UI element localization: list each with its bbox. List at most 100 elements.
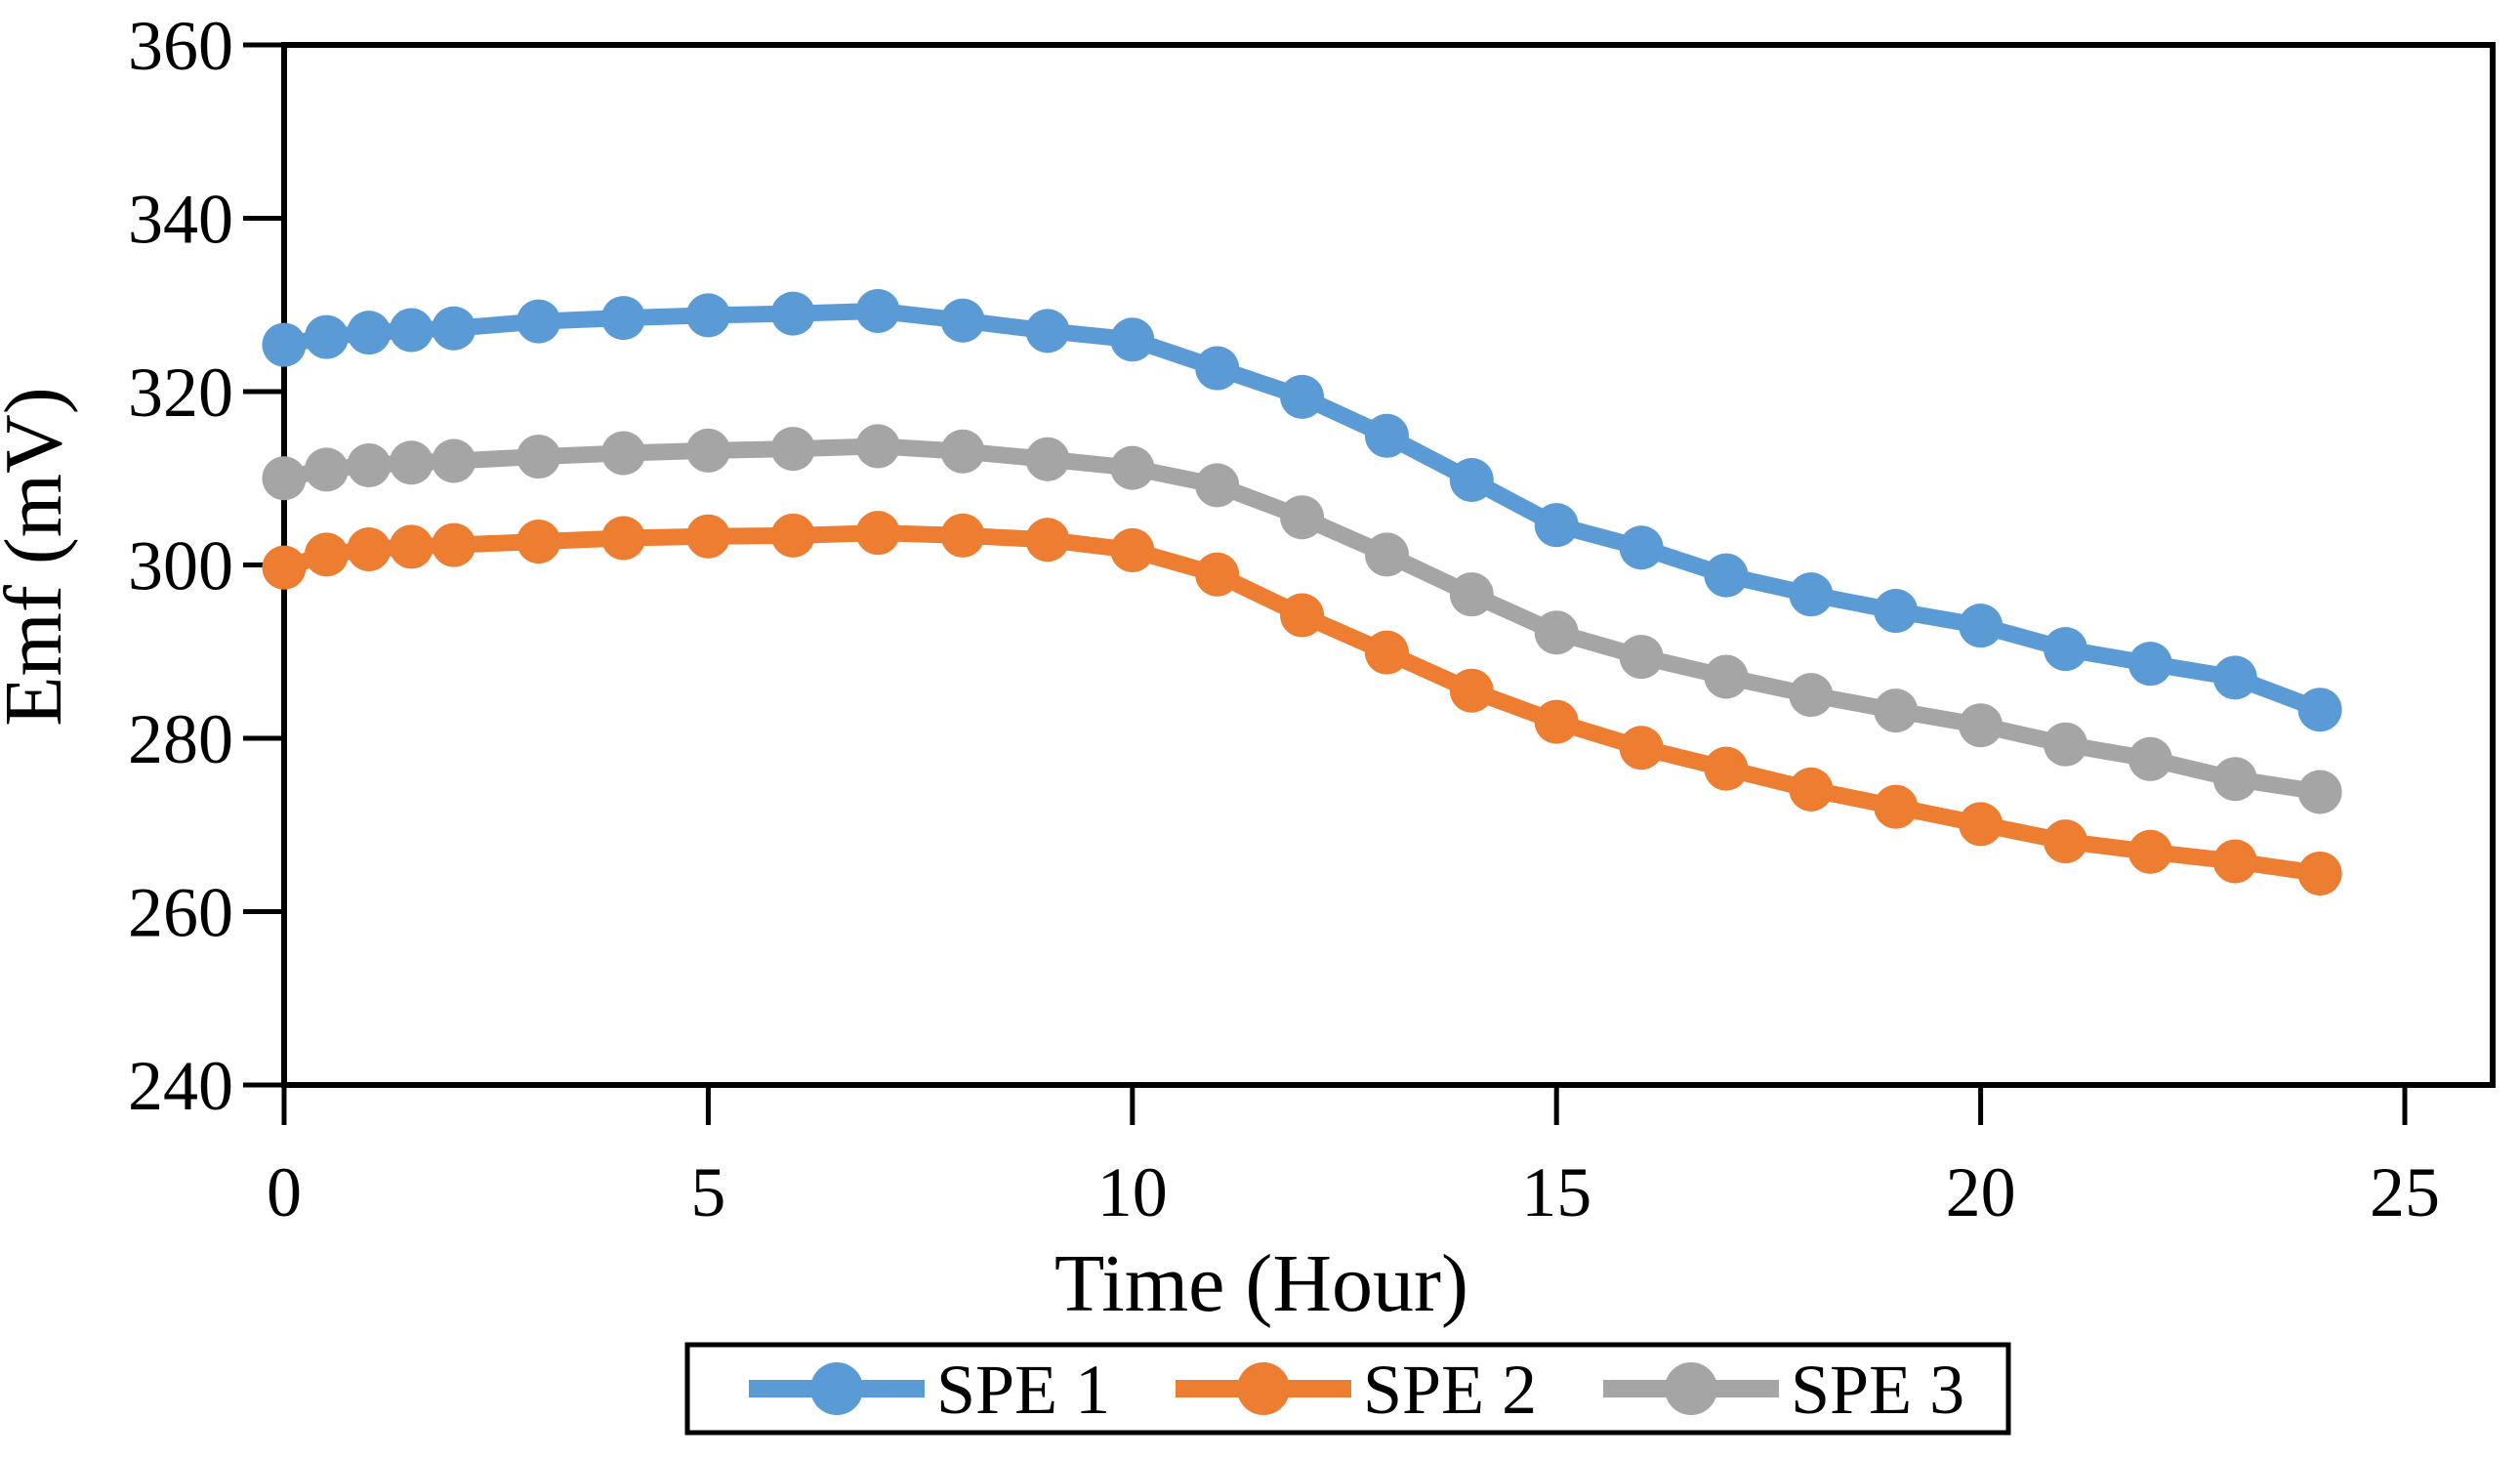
data-point: [1449, 458, 1494, 503]
data-point: [2043, 722, 2087, 767]
data-point: [1280, 495, 1325, 540]
legend: SPE 1 SPE 2 SPE 3: [684, 1342, 2011, 1436]
data-point: [2297, 688, 2342, 732]
data-point: [1959, 802, 2004, 847]
data-point: [389, 524, 434, 569]
data-point: [2297, 770, 2342, 814]
x-tick-label: 5: [690, 1153, 725, 1231]
data-point: [304, 532, 349, 577]
series-spe-3: [262, 424, 2342, 814]
x-tick-label: 10: [1097, 1153, 1168, 1231]
legend-label: SPE 1: [936, 1351, 1110, 1429]
data-point: [1619, 635, 1664, 680]
data-point: [685, 514, 730, 559]
y-tick-label: 320: [128, 354, 233, 432]
data-point: [1110, 445, 1155, 490]
data-point: [1110, 527, 1155, 572]
data-point: [1025, 309, 1070, 354]
data-point: [1619, 726, 1664, 771]
data-point: [1619, 525, 1664, 570]
y-tick-label: 340: [128, 181, 233, 259]
data-point: [347, 311, 392, 355]
legend-marker: [1237, 1362, 1290, 1415]
data-point: [1874, 688, 1919, 733]
data-point: [855, 511, 900, 556]
data-point: [1534, 503, 1579, 548]
data-point: [262, 456, 307, 501]
legend-item-spe-2: SPE 2: [1176, 1351, 1537, 1429]
data-point: [770, 291, 815, 336]
data-point: [2212, 839, 2257, 884]
legend-marker: [1665, 1362, 1717, 1415]
data-point: [432, 306, 476, 351]
data-point: [389, 308, 434, 353]
data-point: [1534, 699, 1579, 744]
data-point: [601, 296, 646, 341]
data-point: [262, 322, 307, 367]
x-axis-title: Time (Hour): [1054, 1238, 1468, 1329]
data-point: [770, 427, 815, 472]
data-point: [262, 545, 307, 590]
y-tick-label: 280: [128, 700, 233, 778]
data-point: [2212, 655, 2257, 700]
data-point: [2212, 757, 2257, 802]
y-tick-label: 260: [128, 874, 233, 952]
data-point: [2128, 642, 2172, 687]
data-point: [1025, 437, 1070, 481]
series-spe-1: [262, 288, 2342, 732]
data-point: [940, 513, 985, 558]
data-point: [601, 516, 646, 561]
y-tick-label: 300: [128, 527, 233, 605]
x-axis: 0 5 10 15 20 25: [267, 1085, 2440, 1231]
x-tick-label: 0: [267, 1153, 302, 1231]
data-point: [601, 431, 646, 476]
data-point: [1874, 784, 1919, 829]
y-tick-label: 240: [128, 1047, 233, 1125]
y-tick-label: 360: [128, 7, 233, 85]
data-point: [2128, 829, 2172, 874]
data-point: [855, 424, 900, 469]
legend-marker: [810, 1362, 863, 1415]
data-point: [1789, 673, 1834, 718]
series-spe-2: [262, 511, 2342, 896]
data-point: [1280, 593, 1325, 638]
data-point: [1195, 552, 1240, 597]
data-point: [1704, 746, 1749, 791]
data-point: [304, 447, 349, 492]
data-point: [1874, 589, 1919, 634]
data-point: [685, 428, 730, 473]
data-point: [304, 314, 349, 359]
data-point: [1789, 572, 1834, 617]
data-point: [516, 435, 561, 479]
data-point: [347, 527, 392, 572]
data-point: [1704, 654, 1749, 699]
data-point: [347, 442, 392, 487]
data-point: [432, 438, 476, 483]
y-axis: 240 260 280 300 320 340 360: [128, 7, 284, 1125]
y-axis-title: Emf (mV): [0, 387, 79, 727]
legend-label: SPE 2: [1363, 1351, 1537, 1429]
x-tick-label: 25: [2370, 1153, 2440, 1231]
x-tick-label: 20: [1946, 1153, 2016, 1231]
data-point: [855, 288, 900, 333]
data-point: [2128, 736, 2172, 781]
data-point: [432, 522, 476, 567]
data-point: [1449, 572, 1494, 617]
data-point: [1364, 532, 1409, 577]
data-point: [940, 298, 985, 343]
data-point: [1110, 317, 1155, 362]
legend-item-spe-1: SPE 1: [749, 1351, 1110, 1429]
data-point: [1534, 610, 1579, 655]
data-point: [685, 293, 730, 338]
x-tick-label: 15: [1521, 1153, 1591, 1231]
data-point: [770, 513, 815, 558]
data-point: [1280, 374, 1325, 419]
data-point: [516, 520, 561, 564]
data-point: [1364, 630, 1409, 675]
data-point: [940, 429, 985, 474]
data-point: [2043, 819, 2087, 864]
data-point: [2043, 627, 2087, 672]
data-point: [1195, 346, 1240, 391]
